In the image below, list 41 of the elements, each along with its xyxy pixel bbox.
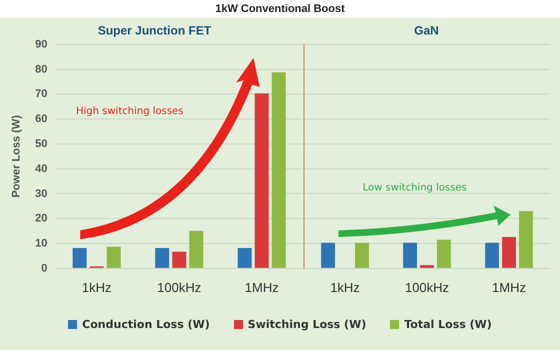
legend-label: Switching Loss (W) <box>246 318 366 331</box>
text: 1kW Conventional Boost <box>0 0 560 18</box>
bar <box>485 242 499 268</box>
bar <box>321 242 335 268</box>
chart-title: GaN <box>414 24 439 38</box>
bar <box>189 230 204 268</box>
x-tick-label: 1MHz <box>492 280 526 295</box>
x-tick-label: 100kHz <box>157 280 202 295</box>
y-tick-label: 40 <box>35 162 48 175</box>
bar <box>254 93 269 268</box>
bar <box>420 265 434 268</box>
y-tick-label: 10 <box>35 238 48 250</box>
y-tick-label: 0 <box>41 262 48 274</box>
y-tick-label: 90 <box>35 38 48 50</box>
bar <box>355 242 369 268</box>
bar <box>502 237 516 268</box>
annotation: Low switching losses <box>362 182 467 194</box>
bar <box>155 248 170 268</box>
bar <box>238 248 252 268</box>
x-tick-label: 1kHz <box>82 280 112 295</box>
y-tick-label: 60 <box>35 113 48 126</box>
bar <box>172 252 186 268</box>
y-tick-label: 20 <box>35 212 48 225</box>
bar <box>272 72 286 268</box>
y-axis-title: Power Loss (W) <box>10 114 23 198</box>
x-tick-label: 1MHz <box>244 280 279 295</box>
annotation: High switching losses <box>76 106 184 118</box>
bar <box>403 242 417 268</box>
y-tick-label: 50 <box>35 138 48 150</box>
bar <box>437 240 451 268</box>
y-tick-label: 30 <box>35 188 48 200</box>
chart-title: Super Junction FET <box>98 24 212 38</box>
bar <box>519 211 533 268</box>
bar <box>106 246 121 268</box>
x-tick-label: 100kHz <box>404 280 450 295</box>
legend-label: Total Loss (W) <box>403 318 492 331</box>
y-tick-label: 80 <box>35 63 48 76</box>
x-tick-label: 1kHz <box>330 280 360 295</box>
y-tick-label: 70 <box>35 88 48 100</box>
legend-label: Conduction Loss (W) <box>81 318 210 331</box>
bar <box>72 248 87 268</box>
